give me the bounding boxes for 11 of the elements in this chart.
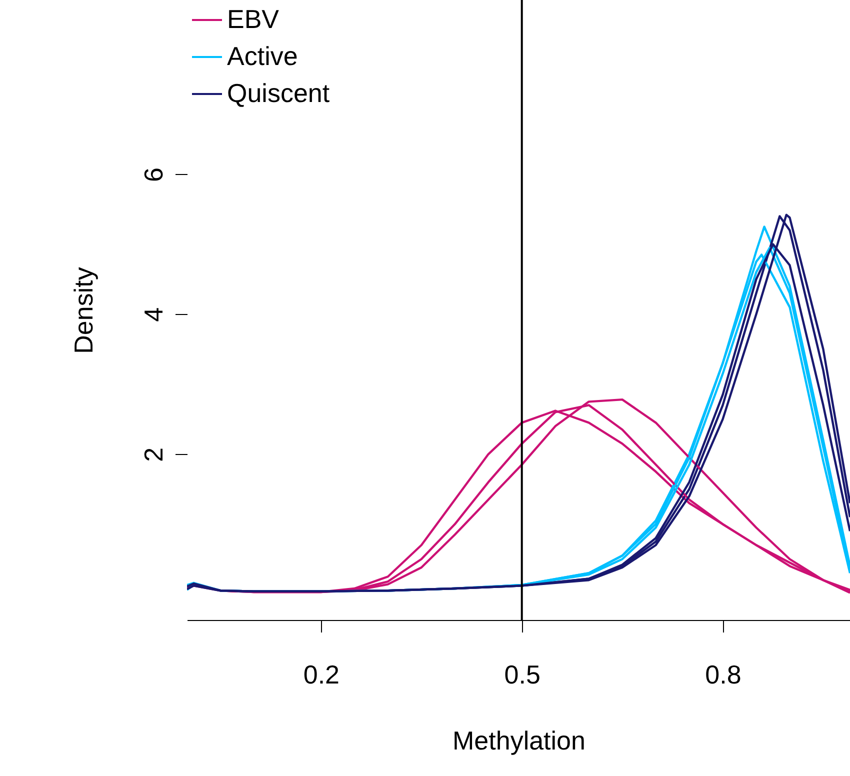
x-axis-title: Methylation bbox=[452, 726, 586, 756]
legend-label: Quiscent bbox=[227, 78, 330, 108]
legend-label: EBV bbox=[227, 4, 280, 34]
x-tick-label: 0.2 bbox=[303, 660, 340, 690]
y-tick-label: 6 bbox=[138, 168, 168, 182]
y-axis-title: Density bbox=[68, 267, 98, 354]
x-tick-label: 0.5 bbox=[504, 660, 540, 690]
y-tick-label: 4 bbox=[138, 307, 168, 322]
legend-label: Active bbox=[227, 41, 298, 71]
y-tick-label: 2 bbox=[138, 447, 168, 462]
x-tick-label: 0.8 bbox=[705, 660, 742, 690]
